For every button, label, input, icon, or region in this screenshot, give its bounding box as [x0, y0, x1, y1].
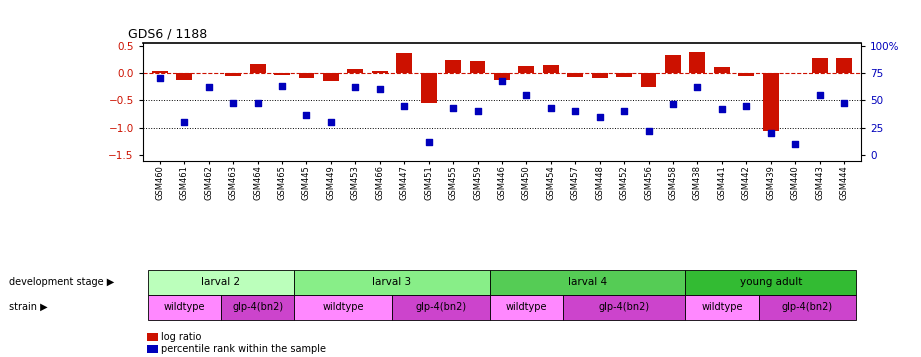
- Point: [372, 86, 387, 92]
- Bar: [714, 67, 729, 73]
- Bar: [347, 69, 363, 73]
- Text: glp-4(bn2): glp-4(bn2): [782, 302, 833, 312]
- Point: [446, 105, 460, 111]
- Bar: [298, 73, 314, 79]
- Bar: [616, 73, 632, 77]
- Bar: [323, 73, 339, 81]
- Point: [299, 112, 314, 117]
- Point: [617, 109, 632, 114]
- Bar: [665, 55, 681, 73]
- Point: [690, 84, 705, 90]
- Bar: [542, 65, 559, 73]
- Bar: [226, 73, 241, 76]
- Point: [274, 83, 289, 89]
- Point: [764, 130, 778, 136]
- Point: [739, 103, 753, 109]
- Text: GDS6 / 1188: GDS6 / 1188: [128, 27, 207, 40]
- Text: glp-4(bn2): glp-4(bn2): [599, 302, 649, 312]
- Bar: [519, 66, 534, 73]
- Bar: [274, 73, 290, 75]
- Point: [348, 84, 363, 90]
- Point: [470, 109, 484, 114]
- Text: young adult: young adult: [740, 277, 802, 287]
- Point: [592, 114, 607, 120]
- Bar: [592, 73, 608, 79]
- Text: percentile rank within the sample: percentile rank within the sample: [161, 344, 326, 354]
- Text: log ratio: log ratio: [161, 332, 202, 342]
- Point: [641, 128, 656, 134]
- Point: [519, 92, 534, 98]
- Point: [836, 100, 851, 105]
- Bar: [372, 71, 388, 73]
- Point: [421, 139, 436, 145]
- Point: [568, 109, 583, 114]
- Bar: [470, 61, 485, 73]
- Point: [715, 106, 729, 112]
- Point: [226, 100, 240, 105]
- Text: wildtype: wildtype: [322, 302, 364, 312]
- Point: [251, 100, 265, 105]
- Point: [543, 105, 558, 111]
- Point: [202, 84, 216, 90]
- Bar: [739, 73, 754, 76]
- Bar: [152, 71, 168, 73]
- Point: [323, 120, 338, 125]
- Point: [397, 103, 412, 109]
- Point: [787, 141, 802, 147]
- Text: larval 2: larval 2: [202, 277, 240, 287]
- Bar: [641, 73, 657, 87]
- Text: glp-4(bn2): glp-4(bn2): [232, 302, 283, 312]
- Point: [812, 92, 827, 98]
- Text: wildtype: wildtype: [701, 302, 742, 312]
- Bar: [396, 53, 413, 73]
- Text: development stage ▶: development stage ▶: [9, 277, 114, 287]
- Text: wildtype: wildtype: [164, 302, 205, 312]
- Bar: [494, 73, 510, 80]
- Bar: [445, 60, 461, 73]
- Point: [177, 120, 192, 125]
- Bar: [690, 52, 705, 73]
- Bar: [421, 73, 437, 103]
- Bar: [836, 57, 852, 73]
- Text: larval 3: larval 3: [372, 277, 412, 287]
- Bar: [811, 57, 828, 73]
- Point: [495, 78, 509, 84]
- Text: wildtype: wildtype: [506, 302, 547, 312]
- Point: [666, 101, 681, 106]
- Text: strain ▶: strain ▶: [9, 302, 48, 312]
- Bar: [176, 73, 192, 80]
- Bar: [763, 73, 778, 131]
- Bar: [250, 64, 265, 73]
- Text: larval 4: larval 4: [568, 277, 607, 287]
- Bar: [567, 73, 583, 77]
- Text: glp-4(bn2): glp-4(bn2): [415, 302, 466, 312]
- Point: [153, 76, 168, 81]
